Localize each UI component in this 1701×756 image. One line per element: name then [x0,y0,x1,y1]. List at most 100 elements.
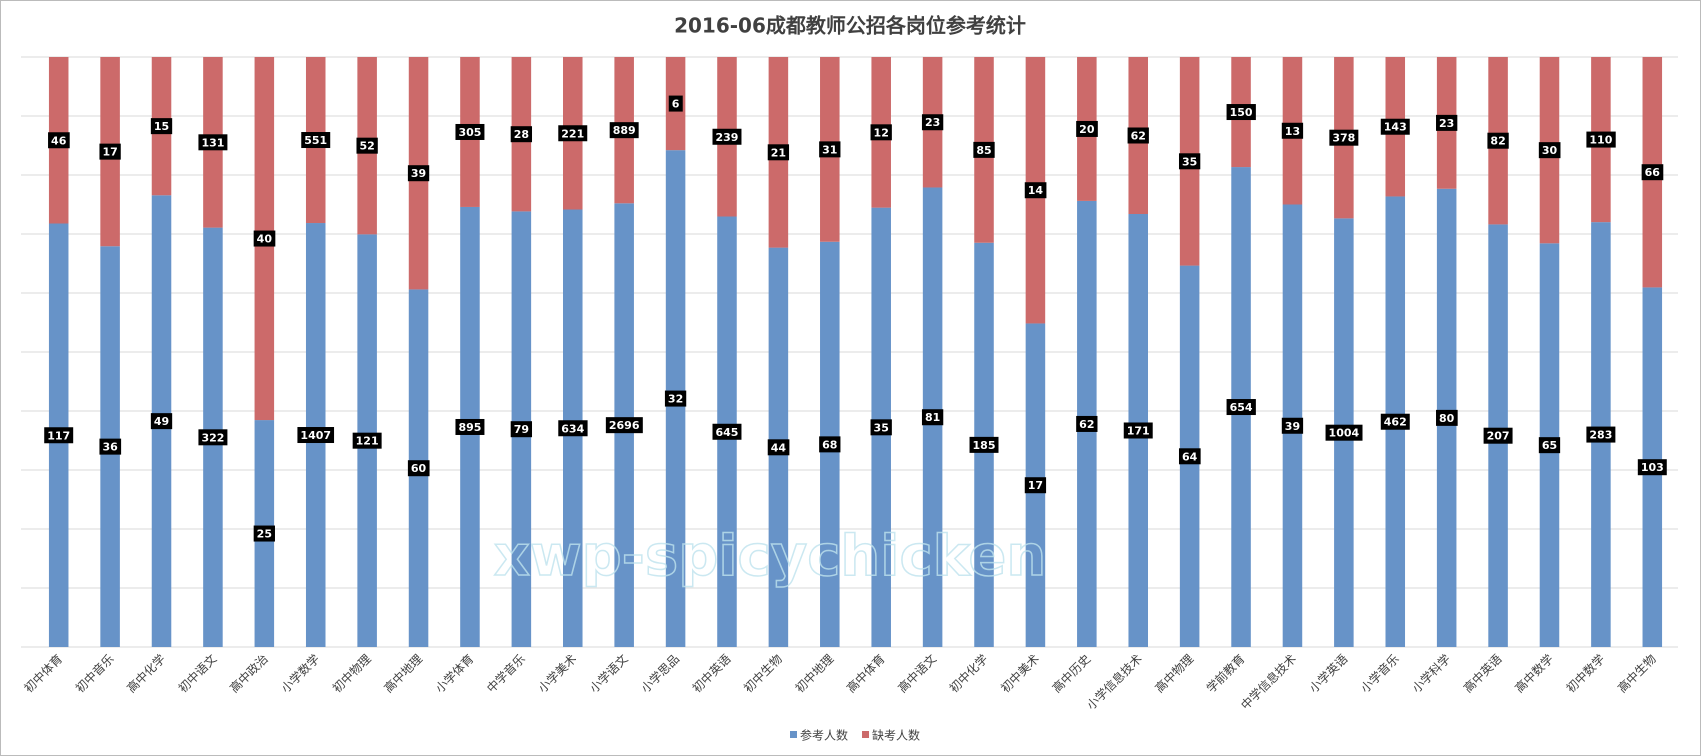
data-label: 150 [1226,104,1256,121]
data-label-text: 121 [356,435,379,448]
data-label-box [1586,426,1616,443]
data-label: 14 [1024,182,1047,199]
data-label: 65 [1538,437,1561,454]
data-label: 6 [668,95,683,112]
data-label-text: 49 [154,415,169,428]
data-label-box [253,230,276,247]
data-label-box [1076,120,1098,137]
data-label-text: 6 [672,98,680,111]
data-label-text: 46 [51,134,67,147]
data-label: 895 [455,418,485,435]
data-label-text: 80 [1439,412,1455,425]
data-label: 185 [969,436,999,453]
data-label-box [558,420,588,437]
data-label-box [921,114,944,131]
data-label-text: 25 [257,528,272,541]
data-label-text: 62 [1131,129,1146,142]
data-label: 551 [301,132,331,149]
data-label: 36 [99,438,122,455]
data-label: 645 [712,423,742,440]
data-label: 131 [198,134,228,151]
data-label-text: 68 [822,438,837,451]
data-label: 462 [1380,413,1410,430]
data-label-box [297,427,335,444]
data-label-box [510,421,533,438]
data-label-text: 283 [1589,429,1612,442]
data-label: 378 [1329,129,1359,146]
data-label-box [605,417,643,434]
data-label-box [1637,459,1667,476]
data-label-box [1436,409,1458,426]
data-label-text: 12 [874,126,889,139]
data-label-box [1436,114,1458,131]
data-label-text: 65 [1542,439,1557,452]
data-label-text: 185 [973,439,996,452]
data-label-text: 645 [716,426,739,439]
data-label-box [253,525,275,542]
data-label-text: 221 [561,127,584,140]
data-label-box [870,124,892,141]
data-label-box [48,132,70,149]
data-label-box [407,460,430,477]
data-label: 2696 [605,417,643,434]
data-label-box [1380,413,1410,430]
data-label-text: 64 [1182,450,1198,463]
data-label-text: 634 [561,422,584,435]
data-label-text: 1004 [1329,427,1360,440]
data-label: 1004 [1325,424,1363,441]
data-label-text: 39 [411,167,426,180]
data-label: 39 [1281,417,1304,434]
data-label-text: 143 [1384,121,1407,134]
data-label-text: 20 [1079,123,1095,136]
data-label-box [1483,427,1513,444]
data-label: 80 [1436,409,1458,426]
data-label-box [712,128,742,145]
data-label: 21 [767,144,790,161]
legend-swatch [790,731,797,738]
data-label: 66 [1641,164,1664,181]
data-label-box [455,123,485,140]
data-label: 1407 [297,427,335,444]
data-label-box [99,143,121,160]
data-label: 121 [352,432,382,449]
data-label-text: 82 [1490,135,1505,148]
data-label-text: 66 [1645,166,1661,179]
data-label: 103 [1637,459,1667,476]
data-label-text: 171 [1127,424,1150,437]
data-label-box [558,125,588,142]
data-label-text: 60 [411,462,427,475]
data-label: 68 [819,436,841,453]
data-label-box [510,126,533,143]
data-label: 17 [1024,477,1047,494]
data-label-box [1127,127,1149,144]
data-label-box [1024,182,1047,199]
data-label-box [44,427,74,444]
data-label: 35 [870,419,892,436]
legend-swatch [862,731,870,738]
data-label-box [1380,118,1410,135]
data-label-text: 44 [771,441,787,454]
data-label-box [921,409,944,426]
data-label-text: 17 [102,146,117,159]
data-label-text: 32 [668,393,683,406]
data-label-box [1024,477,1047,494]
data-label-box [819,141,841,158]
data-label-text: 895 [458,421,481,434]
data-label: 60 [407,460,430,477]
data-label-box [1586,131,1616,148]
data-label-text: 40 [257,233,273,246]
data-label-box [767,439,790,456]
data-label: 62 [1076,415,1098,432]
data-label: 81 [921,409,944,426]
data-label-text: 110 [1589,134,1612,147]
data-label-box [712,423,742,440]
data-label-box [1281,122,1304,139]
data-label-box [198,429,228,446]
data-label-text: 23 [925,116,940,129]
data-label-text: 462 [1384,416,1407,429]
data-label-box [99,438,122,455]
data-label-box [1538,437,1561,454]
data-label-text: 1407 [300,429,331,442]
